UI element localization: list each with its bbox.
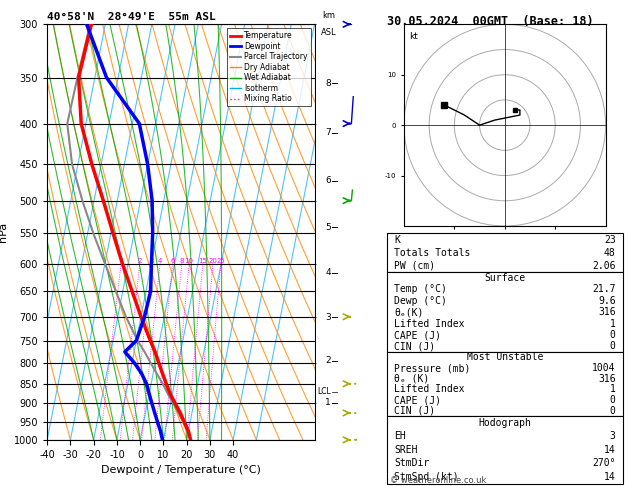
Text: Most Unstable: Most Unstable [467,352,543,363]
Text: 6: 6 [170,258,175,263]
Text: Pressure (mb): Pressure (mb) [394,363,470,373]
Text: 40°58'N  28°49'E  55m ASL: 40°58'N 28°49'E 55m ASL [47,12,216,22]
Text: 0: 0 [610,395,616,405]
Text: 1: 1 [610,384,616,395]
Text: 5: 5 [325,223,331,232]
Text: LCL: LCL [317,387,331,396]
Text: CAPE (J): CAPE (J) [394,395,441,405]
Text: StmDir: StmDir [394,458,429,469]
Text: 14: 14 [604,445,616,455]
Text: EH: EH [394,431,406,441]
Bar [387,416,623,484]
Text: 8: 8 [179,258,184,263]
Text: 2: 2 [138,258,142,263]
Text: 6: 6 [325,176,331,185]
Text: Hodograph: Hodograph [478,418,532,428]
Text: 1004: 1004 [592,363,616,373]
Text: ASL: ASL [321,29,336,37]
Text: Surface: Surface [484,273,525,283]
Text: CIN (J): CIN (J) [394,406,435,416]
Text: 30.05.2024  00GMT  (Base: 18): 30.05.2024 00GMT (Base: 18) [387,15,593,28]
Bar [387,352,623,416]
Text: 270°: 270° [592,458,616,469]
Text: 20: 20 [208,258,218,263]
Text: 23: 23 [604,235,616,245]
Text: kt: kt [409,33,418,41]
Text: Mixing Ratio (g/kg): Mixing Ratio (g/kg) [349,192,358,272]
Text: θₑ(K): θₑ(K) [394,307,423,317]
Text: 0: 0 [610,330,616,340]
Text: 9.6: 9.6 [598,295,616,306]
Text: StmSpd (kt): StmSpd (kt) [394,472,459,482]
Text: 3: 3 [325,312,331,322]
Text: PW (cm): PW (cm) [394,260,435,271]
Text: 3: 3 [610,431,616,441]
Bar [387,272,623,352]
Text: 21.7: 21.7 [592,284,616,294]
X-axis label: Dewpoint / Temperature (°C): Dewpoint / Temperature (°C) [101,465,261,475]
Text: CAPE (J): CAPE (J) [394,330,441,340]
Text: 25: 25 [216,258,225,263]
Text: 0: 0 [610,406,616,416]
Text: 8: 8 [325,79,331,88]
Text: 7: 7 [325,128,331,138]
Text: 4: 4 [158,258,162,263]
Text: 2.06: 2.06 [592,260,616,271]
Text: 316: 316 [598,307,616,317]
Text: SREH: SREH [394,445,418,455]
Text: θₑ (K): θₑ (K) [394,374,429,384]
Text: Totals Totals: Totals Totals [394,248,470,258]
Text: 0: 0 [610,342,616,351]
Text: 1: 1 [325,398,331,407]
Text: Dewp (°C): Dewp (°C) [394,295,447,306]
Text: km: km [322,11,335,20]
Y-axis label: hPa: hPa [0,222,8,242]
Text: Lifted Index: Lifted Index [394,384,464,395]
Text: 10: 10 [185,258,194,263]
Text: 4: 4 [325,268,331,277]
Text: 316: 316 [598,374,616,384]
Legend: Temperature, Dewpoint, Parcel Trajectory, Dry Adiabat, Wet Adiabat, Isotherm, Mi: Temperature, Dewpoint, Parcel Trajectory… [226,28,311,106]
Text: K: K [394,235,400,245]
Text: Temp (°C): Temp (°C) [394,284,447,294]
Text: CIN (J): CIN (J) [394,342,435,351]
Text: Lifted Index: Lifted Index [394,318,464,329]
Bar [387,233,623,272]
Text: 2: 2 [325,356,331,365]
Text: 1: 1 [119,258,123,263]
Text: © weatheronline.co.uk: © weatheronline.co.uk [390,476,486,485]
Text: 1: 1 [610,318,616,329]
Text: 15: 15 [198,258,208,263]
Text: 14: 14 [604,472,616,482]
Text: 48: 48 [604,248,616,258]
Text: 3: 3 [149,258,154,263]
